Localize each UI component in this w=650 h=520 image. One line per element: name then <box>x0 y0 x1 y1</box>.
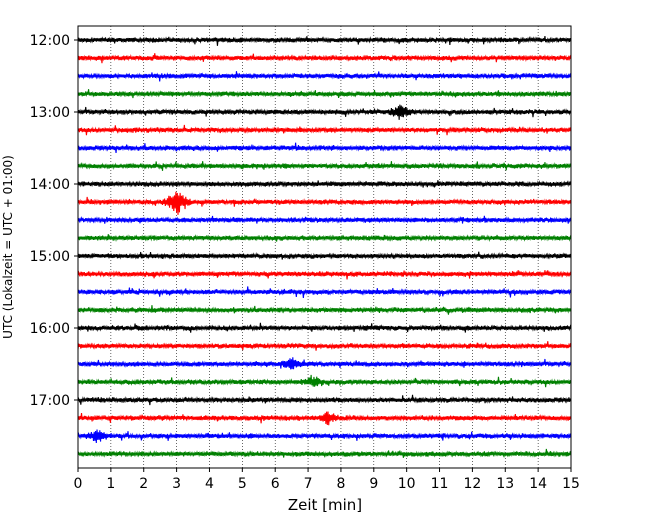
trace-row-3 <box>77 89 572 99</box>
y-axis-ticks: 12:00 13:00 14:00 15:00 16:00 17:00 <box>30 33 78 409</box>
x-tick-label-8: 8 <box>336 476 345 492</box>
y-tick-label-1400: 14:00 <box>30 177 70 193</box>
trace-row-9 <box>77 191 572 215</box>
y-tick-label-1300: 13:00 <box>30 105 70 121</box>
trace-row-2 <box>77 71 572 82</box>
trace-row-6 <box>77 142 572 153</box>
x-tick-label-6: 6 <box>271 476 280 492</box>
plot-frame <box>77 25 572 469</box>
trace-row-17 <box>77 341 572 351</box>
x-tick-label-0: 0 <box>74 476 83 492</box>
x-tick-label-2: 2 <box>139 476 148 492</box>
x-tick-label-12: 12 <box>463 476 481 492</box>
y-tick-label-1700: 17:00 <box>30 393 70 409</box>
trace-row-23 <box>77 448 572 459</box>
y-axis-label: UTC (Lokalzeit = UTC + 01:00) <box>1 155 15 339</box>
trace-row-21 <box>77 411 572 426</box>
trace-row-14 <box>77 286 572 298</box>
trace-row-1 <box>77 53 572 64</box>
y-tick-label-1600: 16:00 <box>30 321 70 337</box>
trace-row-11 <box>77 234 572 242</box>
trace-row-18 <box>77 357 572 370</box>
x-tick-label-14: 14 <box>529 476 547 492</box>
trace-row-5 <box>77 124 572 136</box>
trace-row-20 <box>77 394 572 406</box>
x-tick-label-7: 7 <box>304 476 313 492</box>
trace-row-4 <box>77 104 572 120</box>
seismic-traces <box>77 35 572 459</box>
trace-row-13 <box>77 270 572 280</box>
trace-row-0 <box>77 35 572 46</box>
x-tick-label-10: 10 <box>398 476 416 492</box>
trace-row-15 <box>77 305 572 315</box>
trace-row-7 <box>77 161 572 171</box>
x-tick-label-15: 15 <box>562 476 580 492</box>
y-tick-label-1200: 12:00 <box>30 33 70 49</box>
trace-row-8 <box>77 179 572 188</box>
x-axis-ticks: 0 1 2 3 4 5 6 7 8 9 10 11 12 13 14 15 <box>74 468 580 492</box>
x-tick-label-9: 9 <box>369 476 378 492</box>
x-tick-label-4: 4 <box>205 476 214 492</box>
x-tick-label-1: 1 <box>106 476 115 492</box>
x-tick-label-5: 5 <box>238 476 247 492</box>
trace-row-16 <box>77 322 572 333</box>
x-tick-label-3: 3 <box>172 476 181 492</box>
trace-row-12 <box>77 251 572 260</box>
trace-row-22 <box>77 429 572 444</box>
x-tick-label-13: 13 <box>496 476 514 492</box>
x-axis-label: Zeit [min] <box>288 496 362 514</box>
trace-row-19 <box>77 374 572 388</box>
x-tick-label-11: 11 <box>431 476 449 492</box>
trace-row-10 <box>77 215 572 224</box>
y-tick-label-1500: 15:00 <box>30 249 70 265</box>
